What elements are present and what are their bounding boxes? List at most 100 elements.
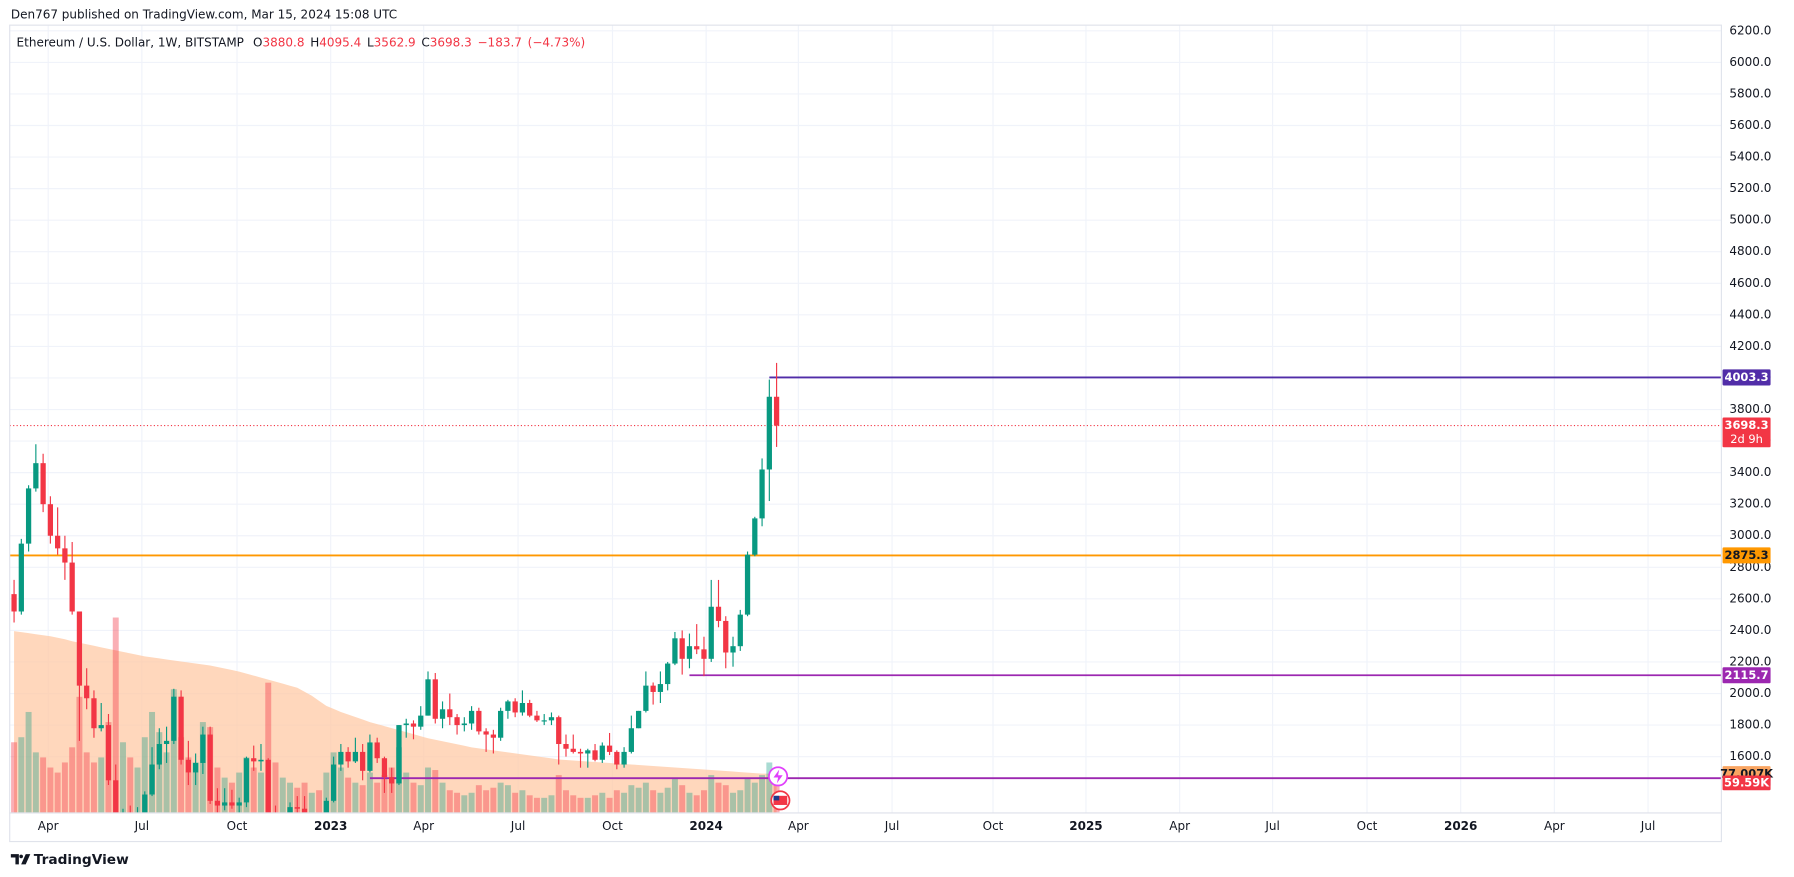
- candle-body: [679, 638, 685, 659]
- legend-change: −183.7: [478, 35, 522, 49]
- candle-body: [352, 751, 359, 762]
- x-tick-label: Apr: [788, 819, 809, 833]
- candle-body: [91, 698, 97, 729]
- volume-bar: [337, 767, 344, 813]
- candle-body: [418, 715, 424, 727]
- y-tick-label: 5400.0: [1729, 150, 1771, 164]
- volume-bar: [570, 795, 577, 813]
- legend-key: C: [421, 35, 429, 49]
- candle-body: [25, 488, 32, 544]
- candle-body: [69, 562, 75, 612]
- candle-body: [207, 734, 213, 801]
- flag-canton: [773, 795, 780, 801]
- volume-bar: [156, 732, 163, 813]
- volume-bar: [693, 795, 700, 813]
- candle-body: [11, 594, 17, 612]
- volume-bar: [563, 790, 569, 813]
- candle-body: [694, 646, 700, 650]
- volume-bar: [287, 782, 294, 813]
- time-axis-border: [9, 812, 1722, 843]
- brand-logo-dot: [19, 854, 23, 859]
- volume-bar: [497, 782, 504, 813]
- candle-body: [338, 751, 344, 765]
- volume-bar: [650, 790, 657, 813]
- volume-bar: [76, 696, 83, 813]
- volume-bar: [359, 785, 366, 813]
- candle-body: [701, 649, 707, 659]
- candle-body: [737, 614, 743, 647]
- candle-body: [185, 759, 191, 773]
- level-label: 2115.7: [1725, 668, 1769, 682]
- volume-bar: [555, 775, 562, 813]
- volume-bar: [671, 777, 678, 813]
- x-tick-label: Oct: [983, 819, 1004, 833]
- candle-body: [374, 742, 380, 759]
- volume-bar: [403, 772, 410, 813]
- candle-body: [476, 710, 482, 732]
- y-tick-label: 5800.0: [1729, 86, 1771, 100]
- candle-body: [686, 646, 693, 659]
- volume-bar: [163, 752, 170, 813]
- level-label-box: [1722, 547, 1771, 564]
- volume-bar: [722, 785, 729, 813]
- volume-bar: [613, 790, 620, 813]
- volume-bar: [475, 785, 482, 813]
- volume-bar: [766, 762, 773, 813]
- y-tick-label: 3000.0: [1729, 528, 1771, 542]
- candle-body: [447, 709, 453, 718]
- countdown-label: 2d 9h: [1730, 432, 1763, 446]
- volume-label: 59.59K: [1724, 775, 1770, 789]
- volume-bar: [323, 772, 330, 813]
- volume-bar: [577, 797, 584, 813]
- candle-body: [577, 751, 584, 754]
- x-tick-label: Oct: [227, 819, 248, 833]
- volume-bar: [751, 782, 758, 813]
- candle-body: [556, 717, 562, 745]
- volume-bar: [737, 790, 744, 813]
- volume-bar: [40, 757, 47, 813]
- volume-bar: [120, 742, 126, 813]
- candle-body: [483, 731, 489, 735]
- legend: Ethereum / U.S. Dollar, 1W, BITSTAMP O388…: [17, 35, 586, 49]
- candle-body: [715, 606, 722, 621]
- candle-body: [621, 751, 627, 765]
- last-price-box: [1722, 417, 1771, 448]
- y-tick-label: 4600.0: [1729, 276, 1771, 290]
- volume-bar: [446, 790, 453, 813]
- candle-layer: [11, 362, 780, 813]
- brand-name: TradingView: [34, 852, 129, 868]
- candle-body: [599, 745, 605, 760]
- legend-value: 3562.9: [374, 35, 416, 49]
- volume-bar: [490, 787, 497, 813]
- axis-layer: 1600.01800.02000.02200.02400.02600.02800…: [38, 23, 1772, 833]
- y-tick-label: 5000.0: [1729, 213, 1771, 227]
- last-price-label: 3698.3: [1725, 418, 1769, 432]
- candle-body: [730, 646, 736, 653]
- volume-bar: [112, 617, 119, 813]
- candle-body: [192, 762, 199, 773]
- volume-label-box: [1722, 775, 1771, 791]
- candle-body: [200, 734, 206, 763]
- candle-body: [490, 734, 496, 738]
- volume-bar: [548, 795, 555, 813]
- volume-bar: [628, 785, 635, 813]
- candle-body: [18, 543, 24, 612]
- candle-body: [33, 463, 39, 489]
- candle-body: [330, 764, 337, 801]
- volume-bar: [83, 752, 90, 813]
- volume-bar: [236, 772, 243, 813]
- candle-body: [461, 723, 467, 726]
- y-tick-label: 1800.0: [1729, 718, 1771, 732]
- candle-body: [40, 463, 46, 505]
- candle-body: [381, 758, 388, 778]
- volume-bar: [541, 797, 548, 813]
- candle-body: [454, 717, 460, 726]
- candle-body: [345, 751, 351, 762]
- x-tick-label: Apr: [1169, 819, 1190, 833]
- volume-bar: [192, 762, 199, 813]
- x-tick-label: 2023: [314, 819, 347, 833]
- candle-body: [635, 710, 642, 729]
- candle-body: [84, 685, 90, 699]
- candle-body: [389, 777, 395, 784]
- candle-body: [439, 709, 446, 719]
